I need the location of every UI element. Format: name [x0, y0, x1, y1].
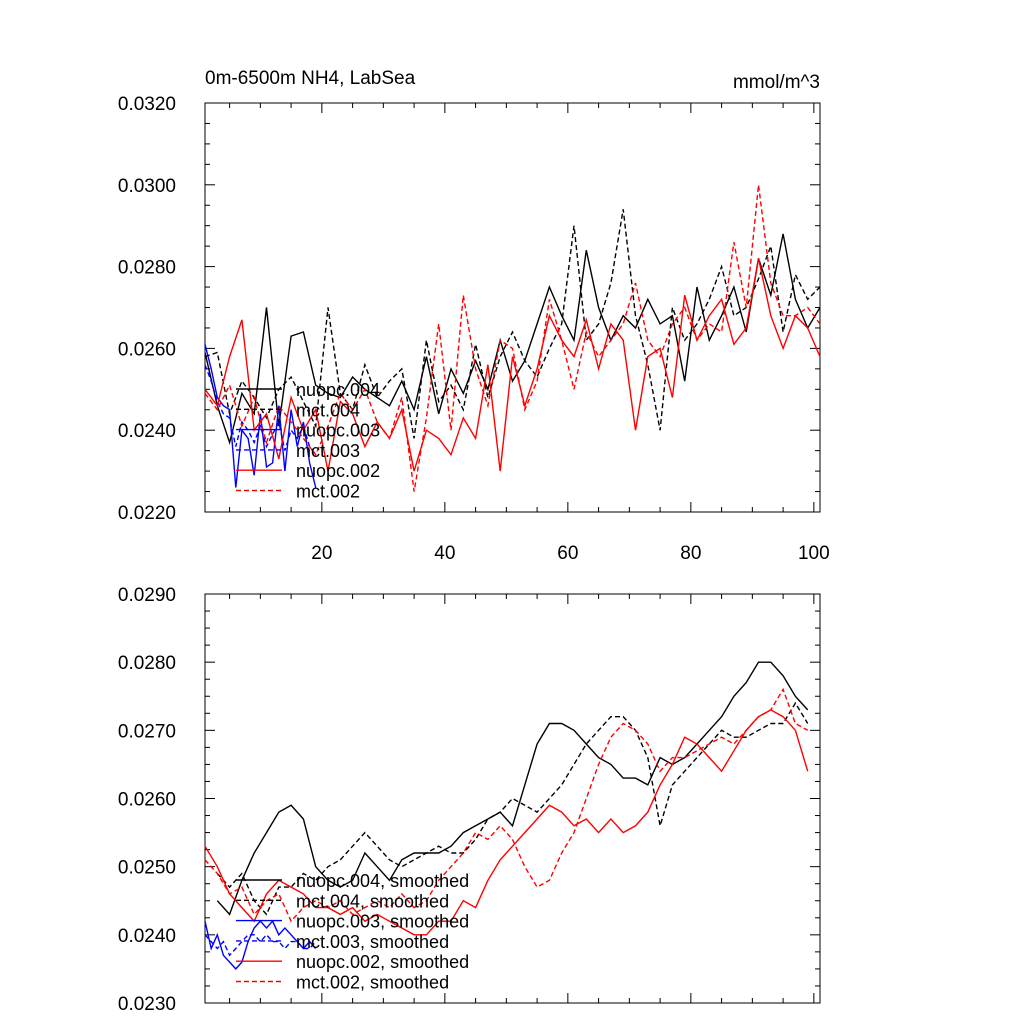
y-tick-label: 0.0280: [118, 258, 176, 279]
y-tick-label: 0.0240: [118, 926, 176, 947]
y-tick-label: 0.0230: [118, 994, 176, 1015]
series-line-mct-004: [204, 209, 821, 439]
y-tick-label: 0.0250: [118, 858, 176, 879]
axis-ticks: 20 40 60 80 100 0.0220 0.0240 0.0260 0.0280 0.030…: [118, 94, 830, 564]
bottom-panel: 0.0230 0.0240 0.0250 0.0260 0.0270 0.0280 0.02…: [118, 585, 821, 1015]
legend: nuopc.004mct.004nuopc.003mct.003nuopc.00…: [236, 380, 380, 502]
y-tick-label: 0.0290: [118, 585, 176, 606]
y-tick-label: 0.0320: [118, 94, 176, 115]
y-tick-label: 0.0270: [118, 721, 176, 742]
series-line-nuopc-004: [204, 233, 821, 445]
series-line-mct-002-smoothed: [204, 687, 809, 923]
y-tick-label: 0.0260: [118, 339, 176, 360]
x-tick-label: 20: [311, 543, 332, 564]
y-tick-label: 0.0240: [118, 421, 176, 442]
y-tick-label: 0.0260: [118, 790, 176, 811]
legend-label: mct.002: [296, 482, 360, 502]
chart-title: 0m-6500m NH4, LabSea: [205, 68, 416, 89]
x-tick-label: 60: [557, 543, 578, 564]
legend-label: nuopc.002: [296, 461, 380, 481]
series-lines: [204, 184, 821, 492]
legend-label: nuopc.003, smoothed: [296, 912, 469, 932]
series-lines: [204, 661, 809, 970]
y-tick-label: 0.0280: [118, 653, 176, 674]
legend-label: nuopc.004: [296, 380, 380, 400]
legend-label: mct.004, smoothed: [296, 891, 449, 911]
x-tick-label: 100: [798, 543, 830, 564]
units-label: mmol/m^3: [733, 72, 820, 93]
series-line-nuopc-004-smoothed: [216, 661, 809, 916]
x-tick-label: 40: [434, 543, 455, 564]
legend-label: nuopc.002, smoothed: [296, 952, 469, 972]
legend-label: mct.003: [296, 441, 360, 461]
legend-label: nuopc.004, smoothed: [296, 871, 469, 891]
series-line-mct-003: [204, 364, 317, 456]
legend-label: mct.004: [296, 400, 360, 420]
series-line-nuopc-003: [204, 344, 317, 488]
legend-label: mct.002, smoothed: [296, 973, 449, 993]
legend-label: nuopc.003: [296, 421, 380, 441]
series-line-mct-003-smoothed: [204, 933, 317, 957]
legend-label: mct.003, smoothed: [296, 932, 449, 952]
y-tick-label: 0.0300: [118, 176, 176, 197]
series-line-nuopc-002-smoothed: [204, 709, 809, 936]
x-tick-label: 80: [680, 543, 701, 564]
y-tick-label: 0.0220: [118, 503, 176, 524]
top-panel: 0m-6500m NH4, LabSea mmol/m^3 20 40 60 80 10…: [118, 68, 830, 564]
series-line-mct-002: [204, 184, 821, 492]
axis-ticks: 0.0230 0.0240 0.0250 0.0260 0.0270 0.0280 0.02…: [118, 585, 820, 1015]
series-line-nuopc-002: [204, 258, 821, 472]
